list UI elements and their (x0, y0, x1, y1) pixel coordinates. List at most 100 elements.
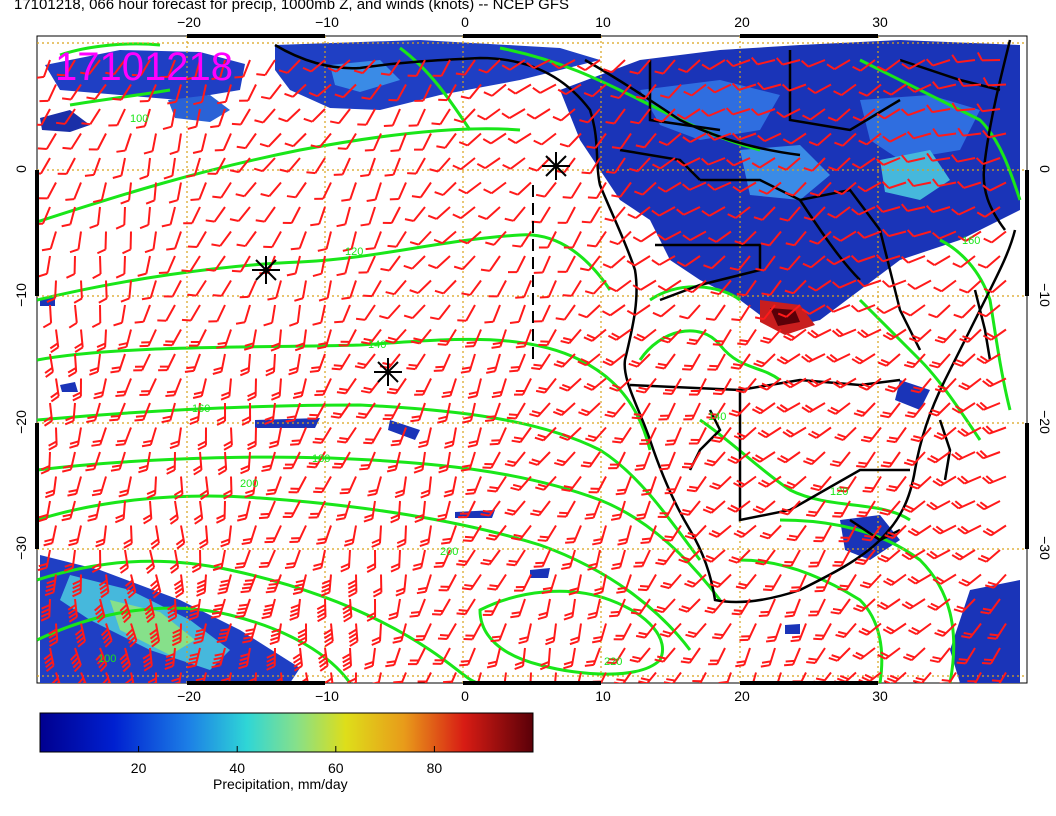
wind-barb (302, 59, 326, 73)
wind-barb (292, 574, 307, 595)
wind-barb (800, 59, 826, 68)
wind-barb (982, 77, 1007, 87)
contour-labels: 100 120 140 160 180 200 220 100 120 140 160 200 (98, 113, 980, 668)
wind-barb (366, 182, 382, 202)
wind-barb (211, 230, 232, 247)
wind-barb (242, 623, 257, 644)
wind-barb (66, 255, 76, 279)
wind-barb (537, 598, 551, 621)
wind-barb (96, 231, 107, 255)
wind-barb (676, 157, 701, 167)
wind-barb (779, 206, 801, 222)
wind-barb (429, 157, 451, 173)
wind-barb (561, 549, 576, 570)
wind-barb (438, 451, 451, 474)
wind-barb (739, 623, 757, 642)
wind-barb (737, 328, 757, 346)
wind-barb (414, 133, 432, 151)
wind-barb (244, 476, 257, 498)
wind-barb (703, 255, 726, 270)
wind-barb (629, 59, 651, 75)
wind-barb (735, 647, 751, 668)
wind-barb (907, 178, 932, 188)
wind-barb (688, 378, 707, 396)
wind-barb (173, 574, 185, 599)
wind-barb (931, 81, 957, 90)
wind-barb (683, 402, 701, 421)
wind-barb (460, 83, 482, 100)
wind-barb (308, 83, 332, 98)
wind-barb (197, 427, 207, 451)
wind-barb (712, 622, 732, 640)
wind-barb (588, 476, 607, 494)
wind-barb (640, 525, 657, 545)
wind-barb (931, 230, 957, 240)
wind-barb (44, 353, 54, 378)
wind-barb (74, 329, 84, 354)
wind-barb (62, 132, 82, 150)
wind-barb (635, 83, 657, 100)
wind-barb (458, 500, 476, 519)
contour-label: 120 (830, 486, 848, 498)
wind-barb (952, 353, 976, 367)
wind-barb (705, 304, 726, 321)
wind-barb (561, 475, 582, 492)
wind-barb (951, 206, 976, 216)
wind-barb (983, 230, 1007, 244)
wind-barb (926, 104, 951, 114)
wind-barb (210, 108, 226, 129)
wind-barb (380, 255, 401, 272)
wind-barb (581, 157, 601, 175)
wind-barb (809, 230, 832, 245)
wind-barb (688, 427, 707, 445)
wind-barb (853, 598, 876, 613)
wind-barb (903, 451, 926, 467)
wind-barb (342, 598, 353, 623)
wind-barb (837, 475, 857, 493)
wind-barb (142, 500, 153, 525)
wind-barb (229, 206, 251, 222)
wind-barb (906, 131, 932, 140)
wind-barb (587, 598, 601, 620)
wind-barb (465, 476, 482, 495)
wind-barb (512, 230, 532, 248)
wind-barb (504, 206, 526, 222)
wind-barb (712, 377, 732, 396)
wind-barb (371, 525, 382, 548)
wind-barb (188, 598, 201, 621)
wind-barb (758, 377, 782, 391)
wind-barb (604, 402, 626, 418)
wind-barb (101, 672, 114, 683)
wind-barb (851, 353, 876, 365)
wind-barb (113, 304, 126, 327)
wind-barb (528, 157, 551, 172)
wind-barb (193, 623, 207, 645)
wind-barb (309, 353, 326, 373)
wind-barb (284, 549, 301, 569)
wind-barb (655, 549, 676, 566)
wind-barb (565, 525, 582, 544)
wind-barb (563, 598, 576, 621)
wind-barb (882, 132, 907, 143)
wind-barb (856, 451, 876, 469)
wind-barb (637, 573, 657, 592)
wind-barb (511, 426, 532, 444)
wind-barb (592, 525, 607, 546)
wind-barb (545, 623, 557, 646)
wind-barb (406, 353, 426, 371)
wind-barb (289, 525, 307, 544)
wind-barb (953, 598, 976, 613)
wind-barb (858, 83, 882, 97)
wind-barb (463, 623, 482, 641)
wind-barb (37, 157, 51, 175)
wind-barb (360, 157, 376, 178)
wind-barb (115, 255, 126, 279)
wind-barb (74, 623, 86, 648)
wind-barb (314, 182, 332, 200)
wind-barb (110, 451, 126, 472)
wind-barb (900, 108, 926, 117)
wind-barb (331, 353, 351, 371)
wind-barb (884, 524, 907, 540)
wind-barb (477, 206, 501, 220)
wind-barb (877, 353, 901, 367)
